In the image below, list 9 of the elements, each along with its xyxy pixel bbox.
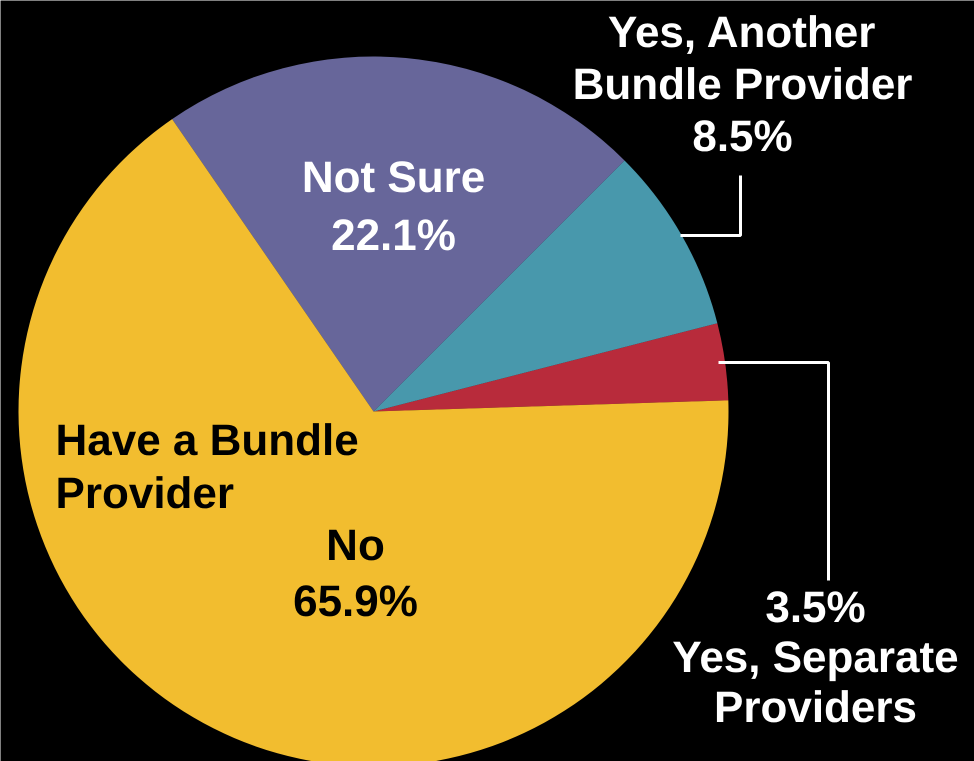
slice-label: Not Sure [302,153,486,202]
data-label: 22.1% [331,211,456,260]
data-label: 65.9% [293,577,418,626]
text: Have a Bundle Provider [56,416,359,518]
data-label: 8.5% [692,112,793,161]
slice-label: Yes, Another Bundle Provider [572,8,912,109]
slice-label: No [326,521,385,570]
data-label: 3.5% [765,583,866,632]
slice-label: Yes, Separate Providers [672,633,959,732]
